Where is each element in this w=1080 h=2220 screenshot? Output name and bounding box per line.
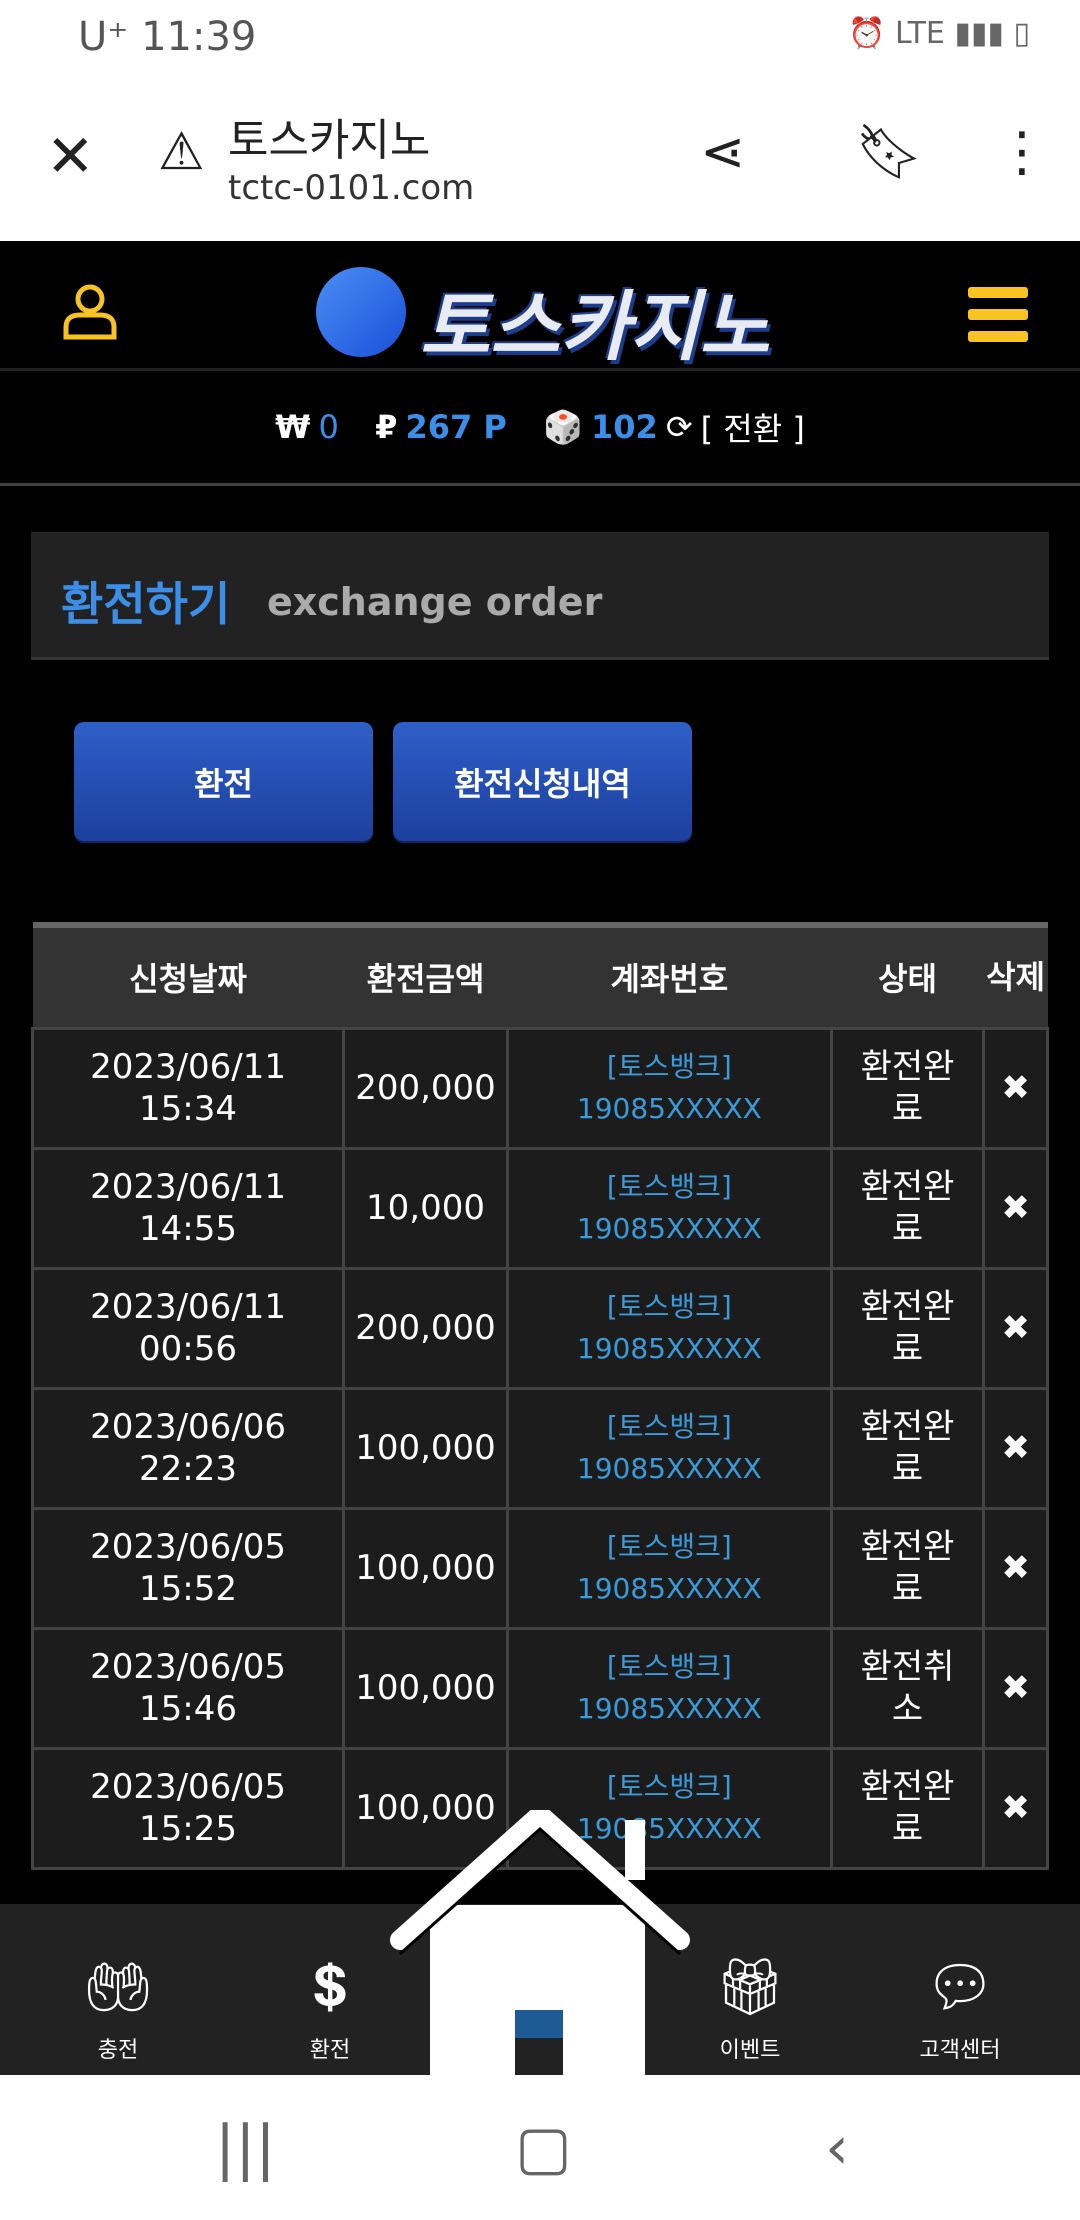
won-icon: ₩ (275, 408, 311, 446)
menu-icon[interactable] (968, 287, 1028, 353)
row-date: 2023/06/06 22:23 (30, 1386, 346, 1510)
row-account: [토스뱅크] 19085XXXXX (505, 1626, 833, 1750)
row-amount: 200,000 (342, 1026, 509, 1150)
row-amount: 100,000 (342, 1626, 509, 1750)
convert-button[interactable]: [ 전환 ] (700, 410, 805, 448)
nav-support[interactable]: 💬︎ 고객센터 (900, 1954, 1020, 2064)
exchange-table: 신청날짜 환전금액 계좌번호 상태 삭제 2023/06/11 15:34 200… (30, 922, 1049, 1870)
row-date: 2023/06/05 15:25 (30, 1746, 346, 1870)
header-date: 신청날짜 (32, 922, 344, 1028)
row-date: 2023/06/05 15:52 (30, 1506, 346, 1630)
row-status: 환전완료 (829, 1506, 986, 1630)
delete-icon[interactable]: ✖ (982, 1026, 1049, 1150)
table-row: 2023/06/05 15:46 100,000 [토스뱅크] 19085XXXXX… (30, 1626, 1049, 1750)
row-amount: 100,000 (342, 1746, 509, 1870)
exchange-history-button[interactable]: 환전신청내역 (393, 722, 692, 841)
table-row: 2023/06/11 14:55 10,000 [토스뱅크] 19085XXXXX … (30, 1146, 1049, 1270)
section-title: 환전하기 exchange order (31, 532, 1049, 660)
row-amount: 200,000 (342, 1266, 509, 1390)
row-date: 2023/06/11 00:56 (30, 1266, 346, 1390)
user-icon[interactable] (60, 281, 120, 341)
exchange-button[interactable]: 환전 (74, 722, 373, 841)
delete-icon[interactable]: ✖ (982, 1146, 1049, 1270)
back-icon[interactable]: ‹ (825, 2113, 849, 2183)
more-icon[interactable]: ⋮ (995, 120, 1049, 183)
balance-bar: ₩0 ₽267 P 🎲 102 ⟳[ 전환 ] (0, 371, 1080, 486)
recent-apps-icon[interactable]: ||| (215, 2113, 276, 2183)
table-row: 2023/06/11 15:34 200,000 [토스뱅크] 19085XXXXX… (30, 1026, 1049, 1150)
page-title: 토스카지노 (228, 115, 431, 166)
row-date: 2023/06/11 14:55 (30, 1146, 346, 1270)
header-amount: 환전금액 (343, 922, 508, 1028)
nav-event[interactable]: 🎁︎ 이벤트 (690, 1954, 810, 2064)
row-status: 환전완료 (829, 1746, 986, 1870)
delete-icon[interactable]: ✖ (982, 1746, 1049, 1870)
row-status: 환전취소 (829, 1626, 986, 1750)
share-icon[interactable]: ⋖ (700, 120, 746, 183)
gift-icon: 🎁︎ (714, 1955, 786, 2020)
site-header: 토스카지노 (0, 241, 1080, 371)
row-date: 2023/06/05 15:46 (30, 1626, 346, 1750)
table-row: 2023/06/05 15:52 100,000 [토스뱅크] 19085XXXXX… (30, 1506, 1049, 1630)
point-icon: ₽ (375, 408, 398, 446)
title-korean: 환전하기 (61, 577, 231, 631)
row-amount: 100,000 (342, 1506, 509, 1630)
browser-bar: ✕ ⚠ 토스카지노 tctc-0101.com ⋖ 🔖︎ ⋮ (0, 80, 1080, 241)
row-account: [토스뱅크] 19085XXXXX (505, 1386, 833, 1510)
home-icon[interactable] (390, 1810, 690, 2075)
url[interactable]: tctc-0101.com (228, 168, 475, 208)
logo[interactable]: 토스카지노 (310, 261, 770, 371)
row-account: [토스뱅크] 19085XXXXX (505, 1266, 833, 1390)
won-balance: 0 (318, 408, 339, 446)
row-account: [토스뱅크] 19085XXXXX (505, 1026, 833, 1150)
row-status: 환전완료 (829, 1266, 986, 1390)
status-indicators: ⏰ LTE ▮▮▮ ▯ (848, 16, 1030, 51)
delete-icon[interactable]: ✖ (982, 1506, 1049, 1630)
row-account: [토스뱅크] 19085XXXXX (505, 1146, 833, 1270)
header-status: 상태 (831, 922, 984, 1028)
delete-icon[interactable]: ✖ (982, 1386, 1049, 1510)
delete-icon[interactable]: ✖ (982, 1266, 1049, 1390)
deposit-icon: 🤲︎ (82, 1955, 154, 2020)
table-row: 2023/06/11 00:56 200,000 [토스뱅크] 19085XXXXX… (30, 1266, 1049, 1390)
refresh-icon[interactable]: ⟳ (665, 408, 693, 446)
row-status: 환전완료 (829, 1386, 986, 1510)
row-status: 환전완료 (829, 1026, 986, 1150)
nav-withdraw[interactable]: 💲︎ 환전 (270, 1954, 390, 2064)
status-bar: U⁺ 11:39 ⏰ LTE ▮▮▮ ▯ (0, 0, 1080, 80)
row-status: 환전완료 (829, 1146, 986, 1270)
chip-balance: 102 (591, 408, 658, 446)
close-icon[interactable]: ✕ (46, 122, 95, 190)
logo-mark (316, 267, 406, 357)
support-icon: 💬︎ (924, 1955, 996, 2020)
row-amount: 10,000 (342, 1146, 509, 1270)
nav-deposit[interactable]: 🤲︎ 충전 (58, 1954, 178, 2064)
system-nav: ||| ▢ ‹ (0, 2075, 1080, 2220)
row-amount: 100,000 (342, 1386, 509, 1510)
title-english: exchange order (267, 580, 603, 624)
status-time: U⁺ 11:39 (78, 14, 257, 60)
bookmark-icon[interactable]: 🔖︎ (855, 120, 924, 183)
header-account: 계좌번호 (507, 922, 832, 1028)
table-row: 2023/06/06 22:23 100,000 [토스뱅크] 19085XXXXX… (30, 1386, 1049, 1510)
row-date: 2023/06/11 15:34 (30, 1026, 346, 1150)
withdraw-icon: 💲︎ (313, 1954, 347, 2019)
header-delete: 삭제 (983, 922, 1048, 1028)
dice-icon: 🎲 (543, 408, 584, 446)
home-system-icon[interactable]: ▢ (515, 2113, 572, 2183)
point-balance: 267 P (405, 408, 507, 446)
delete-icon[interactable]: ✖ (982, 1626, 1049, 1750)
warning-icon[interactable]: ⚠ (158, 122, 205, 182)
row-account: [토스뱅크] 19085XXXXX (505, 1506, 833, 1630)
